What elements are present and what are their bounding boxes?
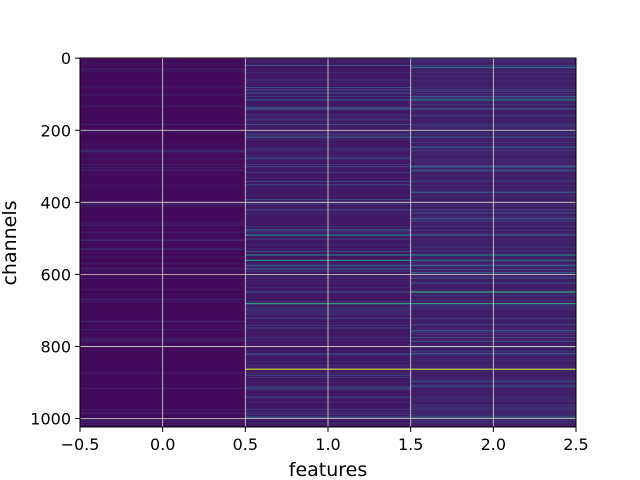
y-tick-label: 600	[40, 265, 71, 284]
y-tick-label: 1000	[30, 410, 71, 429]
x-tick-label: 1.5	[398, 435, 423, 454]
x-axis: −0.5 0.0 0.5 1.0 1.5 2.0 2.5	[61, 427, 589, 454]
x-tick-label: −0.5	[61, 435, 100, 454]
y-tick-label: 0	[61, 49, 71, 68]
y-tick-label: 800	[40, 337, 71, 356]
x-tick-label: 0.5	[233, 435, 258, 454]
x-tick-label: 2.5	[563, 435, 588, 454]
x-tick-label: 1.0	[315, 435, 340, 454]
x-tick-label: 0.0	[150, 435, 175, 454]
y-tick-label: 400	[40, 193, 71, 212]
y-tick-label: 200	[40, 121, 71, 140]
x-tick-label: 2.0	[481, 435, 506, 454]
y-axis: 0 200 400 600 800 1000	[30, 49, 80, 429]
y-axis-label: channels	[0, 200, 21, 285]
x-axis-label: features	[289, 459, 368, 480]
